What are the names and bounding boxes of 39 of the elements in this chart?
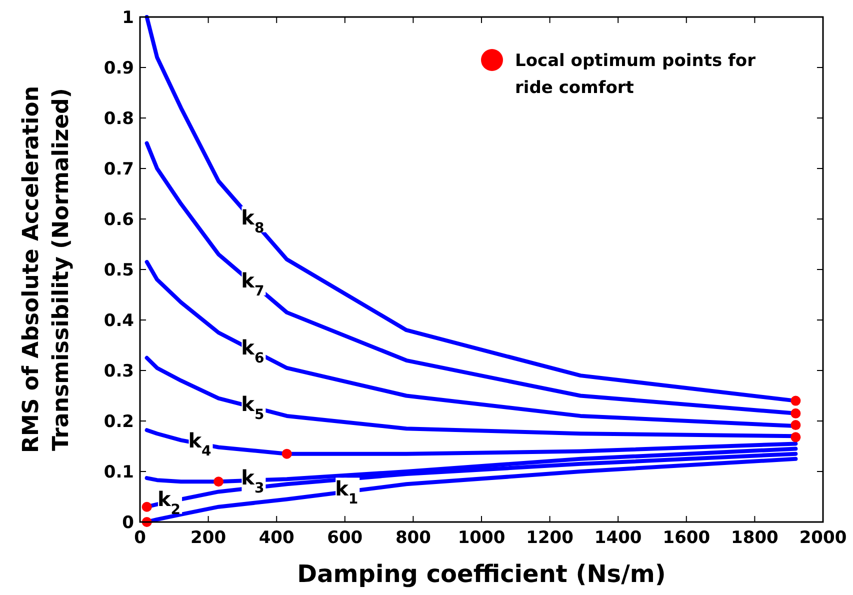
y-tick-label: 0.7 [104, 160, 134, 180]
y-axis-title: RMS of Absolute Acceleration Transmissibility (Normalized) [19, 86, 74, 453]
series-label: k$_{4}$ [188, 428, 212, 460]
x-tick-label: 1800 [731, 528, 779, 548]
y-tick-label: 0.5 [104, 260, 134, 280]
x-tick-label: 400 [258, 528, 295, 548]
y-tick-label: 0.9 [104, 58, 134, 78]
x-tick-label: 600 [327, 528, 363, 548]
point [790, 408, 801, 418]
series-label: k$_{7}$ [241, 268, 264, 300]
y-tick-label: 0 [122, 513, 134, 533]
x-axis-title: Damping coefficient (Ns/m) [297, 560, 666, 588]
x-tick-label: 2000 [799, 528, 847, 548]
x-tick-label: 1200 [526, 528, 574, 548]
series-label: k$_{3}$ [241, 465, 264, 496]
y-tick-label: 0.4 [104, 311, 134, 331]
x-tick-label: 800 [395, 528, 432, 548]
point [790, 432, 801, 442]
point [142, 502, 152, 512]
legend-label: Local optimum points for ride comfort [515, 51, 756, 98]
series-label: k$_{1}$ [335, 476, 358, 508]
y-tick-label: 0.8 [104, 109, 134, 129]
series-label: k$_{5}$ [241, 392, 264, 424]
x-tick-label: 1000 [458, 528, 506, 548]
x-tick-label: 1400 [594, 528, 642, 548]
y-tick-label: 0.6 [104, 210, 134, 230]
x-tick-label: 200 [190, 528, 226, 548]
point [790, 396, 801, 406]
point [790, 420, 801, 430]
series-label: k$_{2}$ [157, 486, 181, 518]
point [214, 476, 224, 487]
y-tick-label: 0.1 [104, 462, 134, 482]
y-tick-label: 0.2 [104, 412, 134, 432]
y-tick-label: 0.3 [104, 362, 134, 382]
x-tick-label: 1600 [662, 528, 710, 548]
series-label: k$_{6}$ [241, 335, 264, 366]
y-tick-label: 1 [122, 8, 134, 28]
point [282, 448, 292, 459]
series-label: k$_{8}$ [241, 205, 264, 236]
